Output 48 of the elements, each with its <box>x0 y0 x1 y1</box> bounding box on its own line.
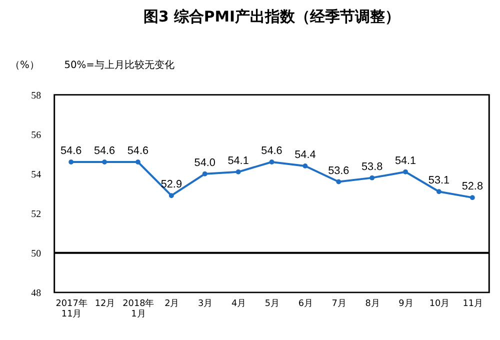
data-label: 54.6 <box>60 145 82 158</box>
data-label: 53.8 <box>362 160 383 173</box>
data-label: 54.6 <box>261 145 282 158</box>
x-tick-label: 2018年 1月 <box>122 298 154 320</box>
y-tick-label: 54 <box>31 169 42 180</box>
chart-title: 图3 综合PMI产出指数（经季节调整） <box>143 8 400 26</box>
x-tick-label: 7月 <box>332 298 346 309</box>
x-tick-label: 5月 <box>264 298 280 309</box>
data-label: 52.9 <box>160 178 182 191</box>
y-tick-label: 56 <box>31 130 42 141</box>
y-tick-label: 50 <box>31 248 42 260</box>
data-label: 52.8 <box>462 180 483 193</box>
data-label: 54.0 <box>194 156 216 169</box>
data-label: 54.6 <box>94 145 116 158</box>
point <box>336 179 342 184</box>
y-tick-label: 52 <box>31 208 42 220</box>
data-label: 53.1 <box>428 174 450 187</box>
x-tick-label: 2月 <box>164 298 180 309</box>
point <box>135 160 140 164</box>
y-tick-label: 48 <box>31 288 42 299</box>
x-tick-label: 9月 <box>398 298 414 309</box>
x-tick-label: 3月 <box>198 298 213 309</box>
text: 50%=与上月比较无变化 <box>64 59 174 72</box>
x-tick-label: 2017年 11月 <box>56 298 88 320</box>
y-axis-title: （%） <box>10 60 40 72</box>
point <box>202 171 208 176</box>
data-label: 54.1 <box>228 154 249 167</box>
x-tick-label: 11月 <box>462 298 484 309</box>
point <box>236 169 241 174</box>
y-tick-label: 58 <box>31 90 42 102</box>
point <box>436 189 442 194</box>
data-label: 54.6 <box>127 145 149 158</box>
point <box>302 163 308 168</box>
point <box>168 193 174 198</box>
data-label: 54.1 <box>394 154 416 167</box>
point <box>470 195 475 200</box>
data-label: 53.6 <box>328 164 350 177</box>
point <box>370 175 375 180</box>
x-tick-label: 6月 <box>298 298 314 309</box>
x-tick-label: 12月 <box>94 298 116 309</box>
point <box>68 160 74 164</box>
data-label: 54.4 <box>294 149 316 162</box>
x-tick-label: 4月 <box>231 298 246 309</box>
x-tick-label: 8月 <box>365 298 380 309</box>
point <box>403 169 408 174</box>
point <box>102 160 107 164</box>
x-tick-label: 10月 <box>429 298 450 309</box>
point <box>269 160 274 164</box>
